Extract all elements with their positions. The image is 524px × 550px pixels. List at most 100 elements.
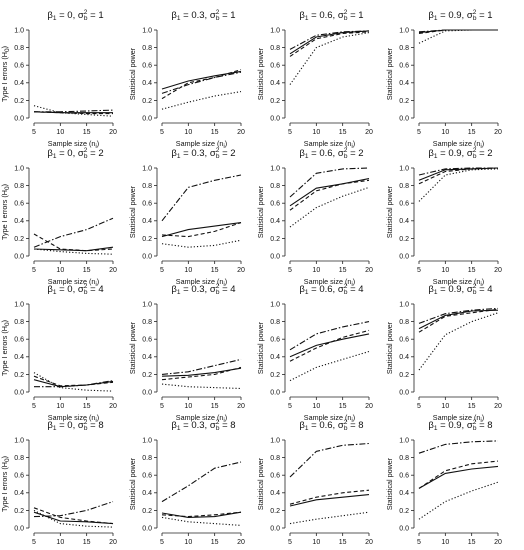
y-tick-label: 0.0 [270, 253, 280, 260]
x-tick-label: 15 [211, 267, 219, 274]
y-tick-label: 1.0 [14, 437, 24, 444]
x-tick-label: 5 [160, 129, 164, 136]
y-tick-label: 0.0 [14, 525, 24, 532]
series-dashdot-line [34, 380, 114, 388]
y-tick-label: 0.2 [270, 236, 280, 243]
x-tick-label: 20 [494, 403, 502, 410]
series-dotted-line [418, 312, 499, 371]
panel-title: β1 = 0.3, σ2 b = 8 [171, 419, 235, 432]
panel-3-4: β1 = 0.9, σ2 b = 4 0.0 0.2 0.4 0.6 0.8 1.0 5 10 15… [385, 283, 502, 424]
series-dotted-line [33, 509, 114, 528]
panel-title: β1 = 0.6, σ2 b = 4 [299, 283, 363, 296]
y-tick-label: 1.0 [14, 165, 24, 172]
y-tick-label: 0.6 [399, 473, 409, 480]
series-solid-line [418, 465, 499, 489]
panel-1-3: β1 = 0.6, σ2 b = 1 0.0 0.2 0.4 0.6 0.8 1.0 5 10 15… [256, 9, 373, 150]
y-axis-label: Statistical power [128, 457, 137, 510]
y-tick-label: 0.4 [14, 80, 24, 87]
y-tick-label: 0.2 [270, 372, 280, 379]
y-axis-label: Type I errors (H0) [0, 320, 11, 376]
x-tick-label: 15 [211, 403, 219, 410]
x-tick-label: 20 [237, 267, 245, 274]
x-tick-label: 15 [83, 267, 91, 274]
y-tick-label: 0.8 [142, 183, 152, 190]
y-tick-label: 0.6 [399, 63, 409, 70]
x-tick-label: 5 [32, 267, 36, 274]
x-axis-label: Sample size (ni) [48, 413, 99, 424]
y-tick-label: 0.6 [14, 63, 24, 70]
series-solid-line [161, 367, 242, 377]
x-tick-label: 10 [56, 267, 64, 274]
y-tick-label: 0.6 [399, 337, 409, 344]
y-tick-label: 0.8 [399, 455, 409, 462]
x-tick-label: 10 [441, 539, 449, 546]
series-dashdot-line [161, 174, 242, 222]
series-dotted-line [161, 91, 242, 110]
y-tick-label: 0.8 [270, 45, 280, 52]
x-axis-label: Sample size (ni) [48, 277, 99, 288]
y-tick-label: 0.0 [14, 115, 24, 122]
x-tick-label: 15 [83, 403, 91, 410]
y-tick-label: 0.2 [14, 372, 24, 379]
series-solid-line [289, 494, 370, 507]
y-tick-label: 1.0 [14, 27, 24, 34]
y-tick-label: 0.2 [142, 372, 152, 379]
x-tick-label: 20 [494, 539, 502, 546]
x-tick-label: 5 [160, 403, 164, 410]
panel-title: β1 = 0, σ2 b = 4 [47, 283, 103, 296]
panel-1-4: β1 = 0.9, σ2 b = 1 0.0 0.2 0.4 0.6 0.8 1.0 5 10 15… [385, 9, 502, 150]
y-axis-label: Statistical power [128, 47, 137, 100]
y-tick-label: 0.6 [14, 201, 24, 208]
series-dashed-line [161, 222, 242, 238]
y-tick-label: 0.0 [142, 389, 152, 396]
series-solid-line [33, 246, 114, 252]
y-tick-label: 0.4 [399, 218, 409, 225]
x-tick-label: 20 [109, 539, 117, 546]
y-tick-label: 1.0 [270, 27, 280, 34]
y-tick-label: 0.6 [270, 63, 280, 70]
y-axis-label: Statistical power [128, 185, 137, 238]
y-tick-label: 0.8 [399, 319, 409, 326]
series-dotted-line [418, 168, 499, 202]
panel-title: β1 = 0.3, σ2 b = 4 [171, 283, 235, 296]
x-tick-label: 20 [109, 129, 117, 136]
y-tick-label: 0.6 [14, 473, 24, 480]
x-tick-label: 20 [494, 129, 502, 136]
y-tick-label: 0.2 [14, 508, 24, 515]
x-tick-label: 20 [109, 403, 117, 410]
x-tick-label: 15 [468, 129, 476, 136]
y-tick-label: 0.2 [14, 236, 24, 243]
y-tick-label: 0.6 [142, 63, 152, 70]
y-tick-label: 0.4 [270, 354, 280, 361]
panel-4-3: β1 = 0.6, σ2 b = 8 0.0 0.2 0.4 0.6 0.8 1.0 5 10 15… [256, 419, 373, 550]
series-dashdot-line [289, 321, 370, 351]
x-tick-label: 10 [184, 539, 192, 546]
y-tick-label: 1.0 [270, 301, 280, 308]
y-tick-label: 0.4 [142, 218, 152, 225]
y-tick-label: 0.8 [14, 455, 24, 462]
series-dashed-line [289, 489, 370, 505]
panel-title: β1 = 0.6, σ2 b = 2 [299, 147, 363, 160]
series-dotted-line [289, 511, 370, 525]
x-tick-label: 20 [237, 539, 245, 546]
y-tick-label: 0.2 [142, 508, 152, 515]
x-tick-label: 15 [339, 267, 347, 274]
x-tick-label: 15 [468, 403, 476, 410]
panel-title: β1 = 0, σ2 b = 8 [47, 419, 103, 432]
x-tick-label: 10 [184, 403, 192, 410]
x-tick-label: 5 [32, 403, 36, 410]
panel-3-1: β1 = 0, σ2 b = 4 0.0 0.2 0.4 0.6 0.8 1.0 5 10 15 20… [0, 283, 117, 424]
y-tick-label: 0.2 [14, 98, 24, 105]
y-tick-label: 0.0 [270, 389, 280, 396]
y-axis-label: Type I errors (H0) [0, 46, 11, 102]
x-tick-label: 20 [365, 539, 373, 546]
series-dashdot-line [34, 109, 114, 113]
y-axis-label: Statistical power [385, 47, 394, 100]
series-dotted-line [161, 383, 242, 390]
y-tick-label: 0.4 [270, 80, 280, 87]
x-tick-label: 5 [288, 539, 292, 546]
series-dashed-line [161, 511, 242, 518]
y-tick-label: 0.8 [399, 183, 409, 190]
series-dashed-line [289, 329, 370, 362]
